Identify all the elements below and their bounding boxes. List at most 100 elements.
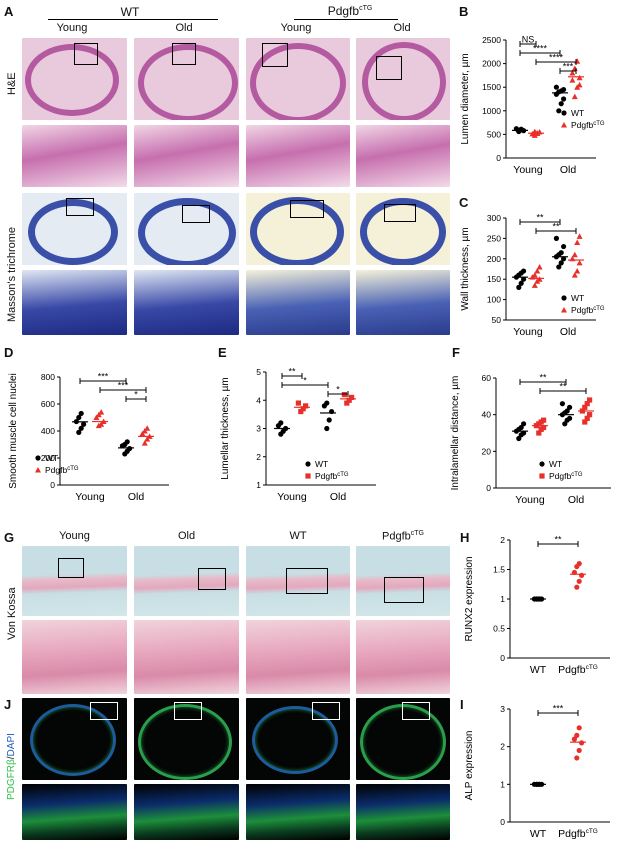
data-point <box>300 406 306 412</box>
y-tick-label: 400 <box>41 426 55 436</box>
data-point <box>541 424 547 431</box>
data-point <box>579 572 585 578</box>
vk-col-young: Young <box>59 530 90 542</box>
mt-wt-old-zoom <box>134 270 239 335</box>
inset-box <box>384 577 424 603</box>
inset-box <box>172 43 196 65</box>
legend-label: PdgfbcTG <box>571 120 605 130</box>
if-tg-zoom <box>356 784 450 840</box>
data-point <box>576 578 582 584</box>
panel-label-i: I <box>460 697 464 712</box>
data-point <box>324 425 330 432</box>
data-point <box>144 425 151 431</box>
wall-thickness-chart: 50 100 150 200 250 300 Wall thickness, µm Young… <box>460 213 605 339</box>
alp-expression-chart: 0 1 2 3 ALP expression WT PdgfbcTG *** <box>464 704 610 840</box>
y-tick-label: 50 <box>492 315 502 325</box>
data-point <box>556 108 562 114</box>
inset-box <box>90 702 118 720</box>
data-point <box>76 429 82 435</box>
legend-marker <box>539 461 545 467</box>
legend-superscript: cTG <box>337 472 349 478</box>
mt-tg-young-zoom <box>246 270 350 335</box>
data-point <box>346 397 352 403</box>
data-point <box>558 260 564 266</box>
panel-label-f: F <box>452 345 460 360</box>
he-wt-young-zoom <box>22 125 127 187</box>
data-point <box>574 584 580 590</box>
data-point <box>571 272 578 278</box>
x-category-label: Young <box>75 491 105 503</box>
he-tg-old-image <box>356 38 450 120</box>
data-point <box>571 93 578 100</box>
data-point <box>556 264 562 270</box>
data-point <box>574 239 581 245</box>
data-point <box>576 561 582 567</box>
vk-col-old: Old <box>177 530 196 542</box>
panel-label-h: H <box>460 530 470 545</box>
mt-wt-old-image <box>134 193 239 265</box>
vk-old-zoom <box>134 620 239 694</box>
y-tick-label: 1 <box>500 594 505 604</box>
data-point <box>567 415 573 421</box>
significance-label: **** <box>533 44 548 54</box>
x-category-label: Young <box>513 164 543 176</box>
y-tick-label: 2 <box>256 452 261 462</box>
data-point <box>569 77 576 83</box>
y-tick-label: 0 <box>500 817 505 827</box>
col-label-tg-old: Old <box>393 22 411 34</box>
mt-wt-young-zoom <box>22 270 127 335</box>
data-point <box>81 421 87 427</box>
data-point <box>521 268 527 274</box>
y-axis-label: RUNX2 expression <box>464 556 475 641</box>
data-point <box>579 740 585 746</box>
data-point <box>141 440 148 446</box>
inset-box <box>198 568 226 590</box>
if-old-zoom <box>134 784 239 840</box>
inset-box <box>174 702 202 720</box>
data-point <box>567 404 573 410</box>
data-point <box>576 747 582 754</box>
vk-old-image <box>134 546 239 616</box>
legend-marker <box>305 473 311 479</box>
y-tick-label: 0 <box>50 480 55 490</box>
y-tick-label: 3 <box>256 424 261 434</box>
data-point <box>576 725 582 731</box>
inset-box <box>66 198 94 216</box>
data-point <box>584 401 590 407</box>
legend-label: WT <box>571 293 584 303</box>
legend-label: WT <box>315 459 328 469</box>
data-point <box>561 243 567 250</box>
significance-label: * <box>303 376 307 386</box>
legend-superscript: cTG <box>571 472 583 478</box>
y-tick-label: 150 <box>487 274 501 284</box>
data-point <box>344 400 350 406</box>
data-point <box>562 421 568 427</box>
row-label-von-kossa: Von Kossa <box>6 587 18 640</box>
legend-label: WT <box>571 108 584 118</box>
he-tg-young-image <box>246 38 350 120</box>
y-tick-label: 4 <box>256 395 261 405</box>
y-tick-label: 100 <box>487 295 501 305</box>
legend-marker <box>35 467 41 473</box>
x-category-label: Old <box>330 491 347 503</box>
legend-marker <box>561 110 567 116</box>
significance-label: ** <box>559 382 567 392</box>
inset-box <box>402 702 430 720</box>
y-tick-label: 5 <box>256 367 261 377</box>
smc-nuclei-chart: 0 200 400 600 800 Smooth muscle cell nuclei Yo… <box>8 372 169 503</box>
data-point <box>536 263 543 270</box>
y-tick-label: 0 <box>486 483 491 493</box>
y-tick-label: 250 <box>487 233 501 243</box>
y-axis-label: ALP expression <box>464 731 475 801</box>
legend-marker <box>539 473 545 479</box>
data-point <box>571 736 577 742</box>
data-point <box>516 284 522 290</box>
y-axis-label: Lumen diameter, µm <box>460 53 471 144</box>
x-category-label: PdgfbcTG <box>558 664 598 676</box>
significance-label: *** <box>118 381 129 391</box>
inset-box <box>182 205 210 223</box>
inset-box <box>312 702 340 720</box>
vk-wt-zoom <box>246 620 350 694</box>
x-category-label: Young <box>515 494 545 506</box>
